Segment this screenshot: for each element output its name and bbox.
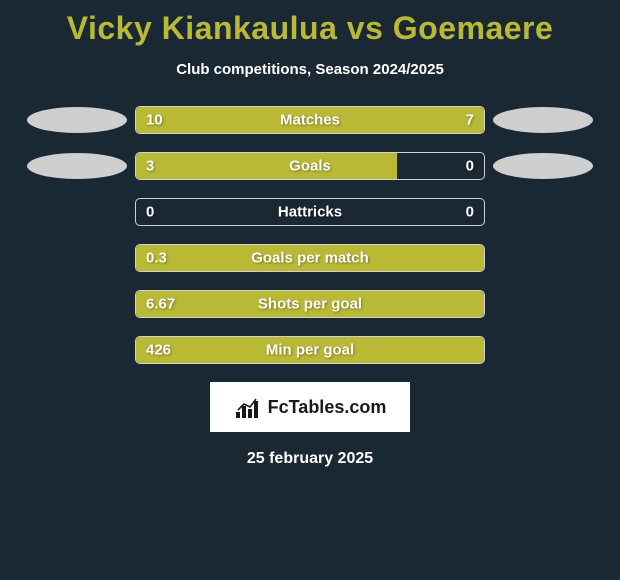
stat-value-left: 0.3	[146, 250, 167, 267]
stat-row: 3 Goals 0	[0, 152, 620, 180]
stat-row: 10 Matches 7	[0, 106, 620, 134]
stat-bar: 0 Hattricks 0	[135, 198, 485, 226]
stat-label: Matches	[280, 112, 340, 129]
stat-value-right: 0	[466, 158, 474, 175]
stat-row: 426 Min per goal	[0, 336, 620, 364]
stat-row: 0 Hattricks 0	[0, 198, 620, 226]
stat-bar: 10 Matches 7	[135, 106, 485, 134]
stat-value-left: 0	[146, 204, 154, 221]
fctables-logo-icon	[234, 394, 262, 420]
stat-bar: 3 Goals 0	[135, 152, 485, 180]
page-title: Vicky Kiankaulua vs Goemaere	[0, 0, 620, 47]
stat-label: Min per goal	[266, 342, 354, 359]
stat-row: 0.3 Goals per match	[0, 244, 620, 272]
stat-label: Shots per goal	[258, 296, 362, 313]
stats-container: 10 Matches 7 3 Goals 0 0 Hattricks 0 0.3 Goals per…	[0, 106, 620, 364]
stat-label: Goals per match	[251, 250, 369, 267]
stat-value-left: 6.67	[146, 296, 175, 313]
stat-bar: 6.67 Shots per goal	[135, 290, 485, 318]
stat-value-right: 0	[466, 204, 474, 221]
stat-value-left: 3	[146, 158, 154, 175]
player-right-ellipse-icon	[493, 153, 593, 179]
stat-label: Goals	[289, 158, 331, 175]
logo-box[interactable]: FcTables.com	[210, 382, 410, 432]
subtitle: Club competitions, Season 2024/2025	[0, 61, 620, 78]
date-text: 25 february 2025	[0, 450, 620, 468]
player-left-ellipse-icon	[27, 107, 127, 133]
player-left-ellipse-icon	[27, 153, 127, 179]
stat-value-left: 426	[146, 342, 171, 359]
logo-text: FcTables.com	[268, 397, 387, 418]
stat-label: Hattricks	[278, 204, 342, 221]
stat-value-right: 7	[466, 112, 474, 129]
stat-row: 6.67 Shots per goal	[0, 290, 620, 318]
player-right-ellipse-icon	[493, 107, 593, 133]
stat-bar: 0.3 Goals per match	[135, 244, 485, 272]
stat-bar: 426 Min per goal	[135, 336, 485, 364]
stat-value-left: 10	[146, 112, 163, 129]
stat-bar-fill-right	[341, 107, 484, 133]
stat-bar-fill-left	[136, 153, 397, 179]
